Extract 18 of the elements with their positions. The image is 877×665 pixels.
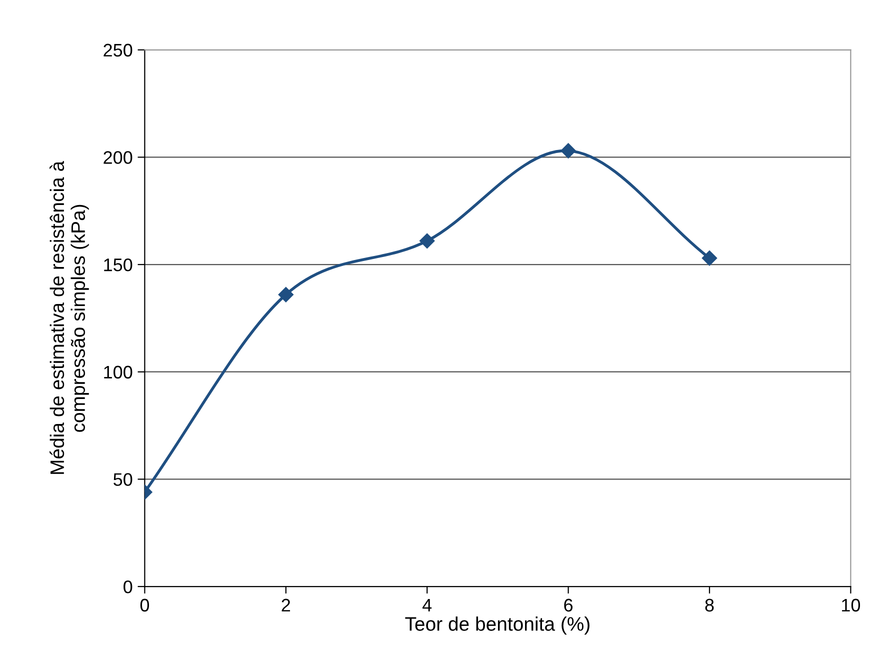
y-tick-label: 0 xyxy=(124,580,132,594)
y-tick-label: 100 xyxy=(104,366,132,379)
x-tick-label: 4 xyxy=(422,599,432,612)
y-axis-title: Média de estimativa de resistência à compressão simples (kPa) xyxy=(50,160,89,474)
y-tick-label: 200 xyxy=(104,151,132,164)
point xyxy=(420,233,435,248)
x-tick-label: 0 xyxy=(140,598,150,612)
x-tick-label: 10 xyxy=(842,598,860,612)
y-tick-label: 150 xyxy=(104,258,132,272)
point xyxy=(560,143,576,158)
x-axis-title: Teor de bentonita (%) xyxy=(405,616,590,635)
x-tick-label: 8 xyxy=(705,598,714,612)
y-tick-label: 250 xyxy=(104,44,132,57)
x-tick-label: 2 xyxy=(282,598,290,612)
point xyxy=(702,250,718,266)
point xyxy=(278,287,294,302)
y-tick-label: 50 xyxy=(114,473,132,486)
x-tick-label: 6 xyxy=(564,598,573,612)
